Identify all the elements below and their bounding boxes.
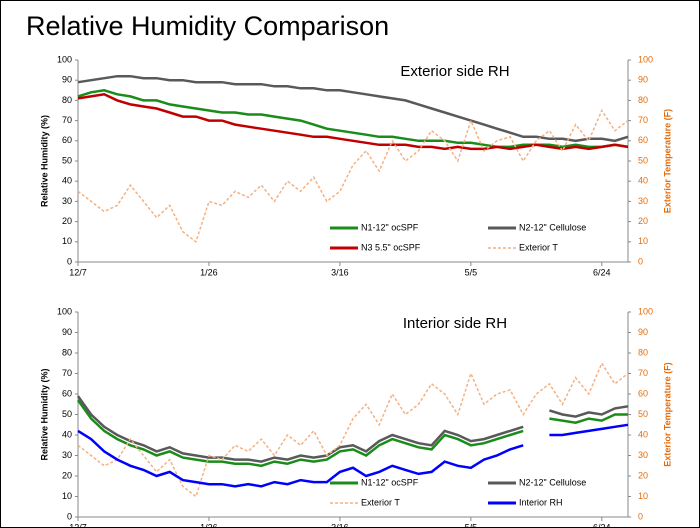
y2-tick-label: 50 [638,155,648,165]
y2-tick-label: 40 [638,176,648,186]
legend-label: N3 5.5" ocSPF [361,242,421,252]
y2-tick-label: 0 [638,256,643,266]
series-line [77,93,629,151]
y-tick-label: 90 [62,327,72,337]
y-tick-label: 50 [62,155,72,165]
chart-title: Exterior side RH [400,63,509,80]
x-tick-label: 3/16 [331,522,349,528]
y2-tick-label: 10 [638,491,648,501]
series-line [549,413,628,424]
y2-tick-label: 60 [638,135,648,145]
y-tick-label: 20 [62,470,72,480]
series-line [77,429,524,488]
x-tick-label: 12/7 [69,267,87,277]
y-tick-label: 50 [62,409,72,419]
y-tick-label: 80 [62,95,72,105]
series-line [77,74,629,143]
x-tick-label: 5/5 [465,522,478,528]
x-tick-label: 1/26 [200,522,218,528]
x-tick-label: 1/26 [200,267,218,277]
y2-tick-label: 20 [638,216,648,226]
y2-axis-label: Exterior Temperature (F) [662,362,672,466]
legend-label: N1-12" ocSPF [361,222,419,232]
y-tick-label: 10 [62,491,72,501]
series-line [77,361,629,498]
y2-tick-label: 100 [638,306,653,316]
y2-tick-label: 70 [638,368,648,378]
y-tick-label: 20 [62,216,72,226]
y-tick-label: 40 [62,176,72,186]
y-axis-label: Relative Humidity (%) [39,368,49,460]
y-tick-label: 0 [67,511,72,521]
series-line [76,399,524,468]
y2-tick-label: 90 [638,327,648,337]
legend-label: N1-12" ocSPF [361,477,419,487]
y2-axis-label: Exterior Temperature (F) [662,109,672,213]
series-line [76,395,524,463]
y-axis-label: Relative Humidity (%) [39,115,49,207]
y2-tick-label: 80 [638,95,648,105]
y2-tick-label: 40 [638,429,648,439]
y-tick-label: 0 [67,256,72,266]
y2-tick-label: 60 [638,388,648,398]
y2-tick-label: 90 [638,75,648,85]
y-tick-label: 70 [62,368,72,378]
chart-title: Interior side RH [403,315,507,332]
legend-label: N2-12" Cellulose [519,222,586,232]
legend-label: N2-12" Cellulose [519,477,586,487]
x-tick-label: 3/16 [331,267,349,277]
series-line [77,108,629,244]
y-tick-label: 100 [57,306,72,316]
series-line [549,405,629,418]
y-tick-label: 80 [62,347,72,357]
y2-tick-label: 20 [638,470,648,480]
y2-tick-label: 30 [638,450,648,460]
x-tick-label: 12/7 [69,522,87,528]
y2-tick-label: 70 [638,115,648,125]
series-line [549,423,629,437]
y2-tick-label: 50 [638,409,648,419]
y-tick-label: 60 [62,135,72,145]
y-tick-label: 60 [62,388,72,398]
y-tick-label: 90 [62,75,72,85]
y-tick-label: 30 [62,196,72,206]
y2-tick-label: 10 [638,236,648,246]
legend-label: Interior RH [519,497,563,507]
x-tick-label: 5/5 [465,267,478,277]
y-tick-label: 10 [62,236,72,246]
y2-tick-label: 0 [638,511,643,521]
x-tick-label: 6/24 [593,522,611,528]
y-tick-label: 40 [62,429,72,439]
legend-label: Exterior T [519,242,558,252]
y-tick-label: 100 [57,54,72,64]
page-title: Relative Humidity Comparison [26,11,389,41]
y2-tick-label: 100 [638,54,653,64]
y2-tick-label: 80 [638,347,648,357]
x-tick-label: 6/24 [593,267,611,277]
y2-tick-label: 30 [638,196,648,206]
y-tick-label: 30 [62,450,72,460]
y-tick-label: 70 [62,115,72,125]
legend-label: Exterior T [361,497,400,507]
